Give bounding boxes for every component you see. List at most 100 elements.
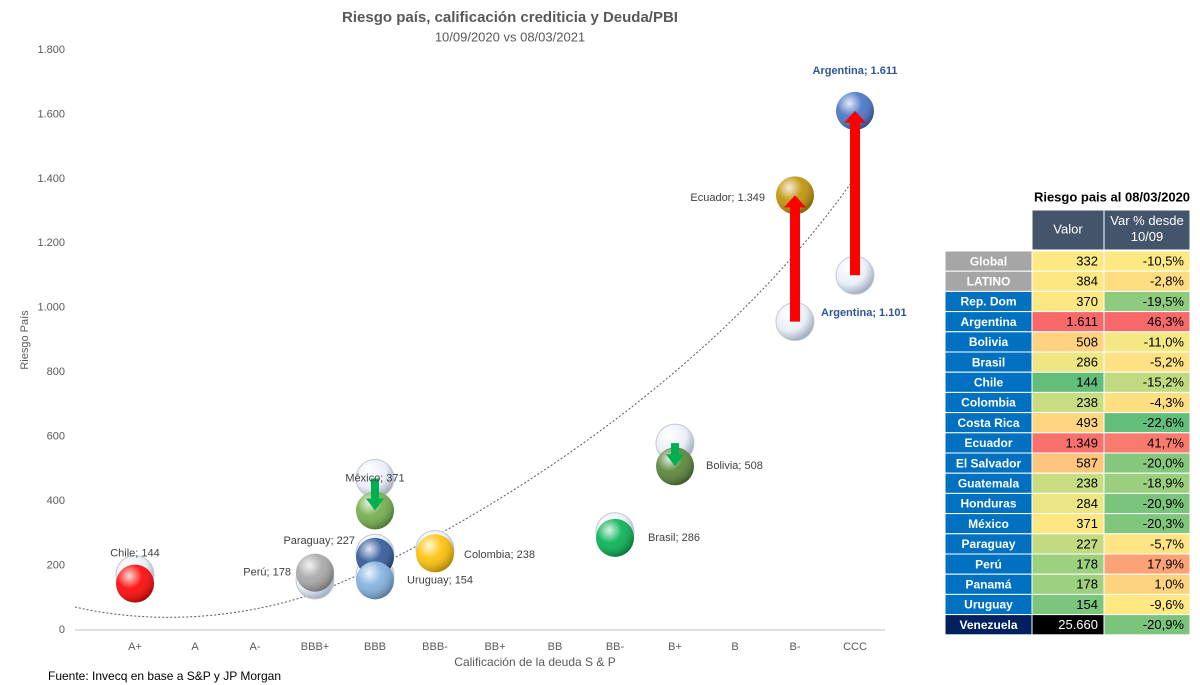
table-value: -9,6% [1150,597,1184,612]
table-value: 1.349 [1065,435,1098,450]
chart-subtitle: 10/09/2020 vs 08/03/2021 [435,29,585,44]
row-label: Colombia [961,396,1016,410]
table-value: 178 [1076,577,1098,592]
header-cell [1031,209,1105,251]
table-value: 238 [1076,476,1098,491]
change-arrow [784,195,806,322]
bubbles: Chile; 144 Perú; 178 Paraguay; 227 Uruguay;… [110,65,907,603]
y-tick-label: 400 [47,495,65,507]
change-arrow [844,110,866,276]
table-value: -19,5% [1143,294,1185,309]
row-label: El Salvador [956,456,1022,470]
y-tick-label: 1.200 [37,237,65,249]
point-label: Colombia; 238 [464,549,535,561]
row-label: Honduras [960,497,1016,511]
row-label: Venezuela [959,618,1017,632]
row-label: Panamá [965,577,1011,591]
y-tick-label: 1.000 [37,302,65,314]
row-label: Costa Rica [957,416,1019,430]
table-value: -20,0% [1143,456,1185,471]
y-tick-label: 1.600 [37,108,65,120]
table-value: 41,7% [1147,435,1184,450]
change-arrow [666,443,684,467]
table-value: 1.611 [1066,314,1098,329]
point-label: Paraguay; 227 [283,535,355,547]
bubble-shine [836,91,874,130]
y-tick-label: 200 [47,559,65,571]
point-label: Uruguay; 154 [407,574,473,586]
point-label: Argentina; 1.611 [813,65,898,77]
table-value: 238 [1076,395,1098,410]
table-value: -20,9% [1143,617,1185,632]
chart-title: Riesgo país, calificación crediticia y D… [342,9,678,26]
row-label: Global [970,254,1007,268]
table-value: -22,6% [1143,415,1185,430]
x-tick-label: BB- [606,641,625,653]
row-label: Argentina [960,315,1016,329]
table-value: 587 [1076,456,1098,471]
table-value: -15,2% [1143,375,1185,390]
x-tick-label: BB+ [484,641,505,653]
table-value: 284 [1076,496,1098,511]
x-tick-label: B [731,641,738,653]
x-tick-label: BB [548,641,563,653]
table-value: 508 [1076,334,1098,349]
table-value: 286 [1076,355,1098,370]
table-value: 46,3% [1147,314,1184,329]
row-label: Paraguay [961,537,1015,551]
row-label: Rep. Dom [960,295,1016,309]
table-value: 178 [1076,557,1098,572]
row-label: Chile [974,375,1004,389]
table-value: -18,9% [1143,476,1185,491]
y-tick-label: 0 [59,624,65,636]
row-label: Guatemala [958,476,1020,490]
point-label: Bolivia; 508 [706,460,763,472]
point-label: Argentina; 1.101 [821,307,907,319]
bubble-shine [596,518,634,557]
x-tick-label: A- [250,641,261,653]
x-tick-label: A [191,641,199,653]
row-label: Uruguay [964,598,1013,612]
header-line: Var % desde [1110,213,1183,228]
header-label: Var % desde 10/09 [1110,213,1183,244]
point-label: Brasil; 286 [648,532,700,544]
row-label: LATINO [967,274,1011,288]
table-value: 1,0% [1154,577,1184,592]
table-value: 371 [1076,516,1098,531]
bubble-shine [416,534,454,573]
header-line: 10/09 [1131,229,1164,244]
trend-line [74,169,861,618]
table-value: 332 [1076,254,1098,269]
header-label: Valor [1053,221,1083,236]
table-value: -11,0% [1144,334,1185,349]
x-tick-label: BBB [364,641,386,653]
point-label: Ecuador; 1.349 [690,192,765,204]
x-tick-label: B- [790,641,801,653]
table-value: -20,9% [1143,496,1185,511]
x-tick-label: BBB+ [301,641,329,653]
table-value: -10,5% [1143,254,1185,269]
x-tick-label: CCC [843,641,867,653]
table-cell [1103,614,1191,636]
table-value: -5,2% [1150,355,1184,370]
table-title: Riesgo pais al 08/03/2020 [1034,189,1190,204]
x-tick-label: A+ [128,641,142,653]
x-tick-label: BBB- [422,641,448,653]
table-value: 493 [1076,415,1098,430]
row-label: Ecuador [964,436,1012,450]
bubble-shine [296,553,334,592]
row-label: Perú [975,557,1002,571]
y-axis-title: Riesgo País [19,310,31,370]
table-value: 154 [1076,597,1098,612]
y-tick-label: 600 [47,431,65,443]
row-label: México [968,517,1009,531]
y-tick-label: 1.400 [37,173,65,185]
change-arrow [366,478,384,511]
y-tick-label: 1.800 [37,44,65,56]
x-tick-label: B+ [668,641,682,653]
bubble-shine [116,564,154,603]
bubble-shine [356,561,394,600]
table-value: -2,8% [1150,274,1184,289]
source-note: Fuente: Invecq en base a S&P y JP Morgan [48,669,281,683]
